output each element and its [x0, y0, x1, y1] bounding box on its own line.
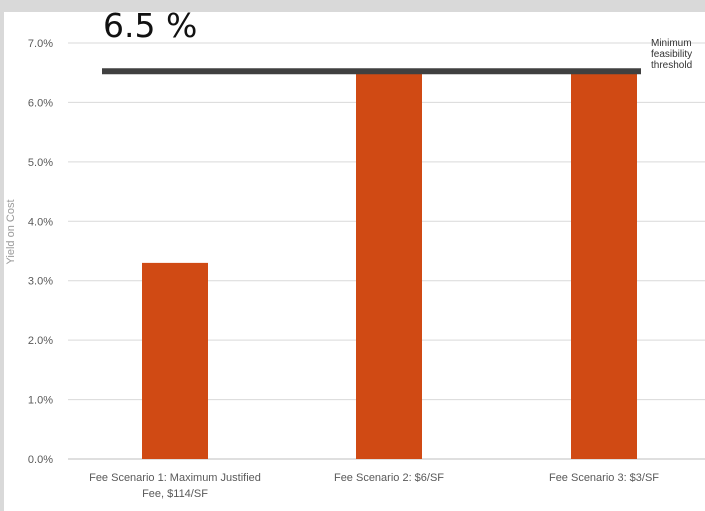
y-tick-label: 0.0%	[28, 454, 53, 466]
y-tick-label: 5.0%	[28, 157, 53, 169]
threshold-note-line-2: feasibility	[651, 49, 693, 60]
y-tick-label: 4.0%	[28, 216, 53, 228]
bar	[142, 262, 208, 459]
bar	[356, 72, 422, 459]
category-labels: Fee Scenario 1: Maximum Justified Fee, $1…	[89, 472, 659, 500]
bar	[571, 72, 637, 459]
category-label: Fee Scenario 1: Maximum Justified	[89, 472, 261, 484]
threshold-note: Minimum feasibility threshold	[651, 38, 705, 71]
category-label: Fee, $114/SF	[142, 488, 208, 500]
y-tick-labels: 0.0% 1.0% 2.0% 3.0% 4.0% 5.0% 6.0% 7.0%	[28, 38, 53, 466]
category-label: Fee Scenario 3: $3/SF	[549, 472, 659, 484]
y-tick-label: 2.0%	[28, 335, 53, 347]
y-tick-label: 7.0%	[28, 38, 53, 50]
threshold-note-line-3: threshold	[651, 60, 693, 71]
threshold-value-label: 6.5 %	[103, 6, 198, 45]
bars	[142, 72, 637, 459]
y-tick-label: 1.0%	[28, 395, 53, 407]
category-label: Fee Scenario 2: $6/SF	[334, 472, 444, 484]
y-tick-label: 3.0%	[28, 276, 53, 288]
y-axis-label: Yield on Cost	[5, 199, 17, 265]
threshold-note-line-1: Minimum	[651, 38, 692, 49]
y-tick-label: 6.0%	[28, 97, 53, 109]
